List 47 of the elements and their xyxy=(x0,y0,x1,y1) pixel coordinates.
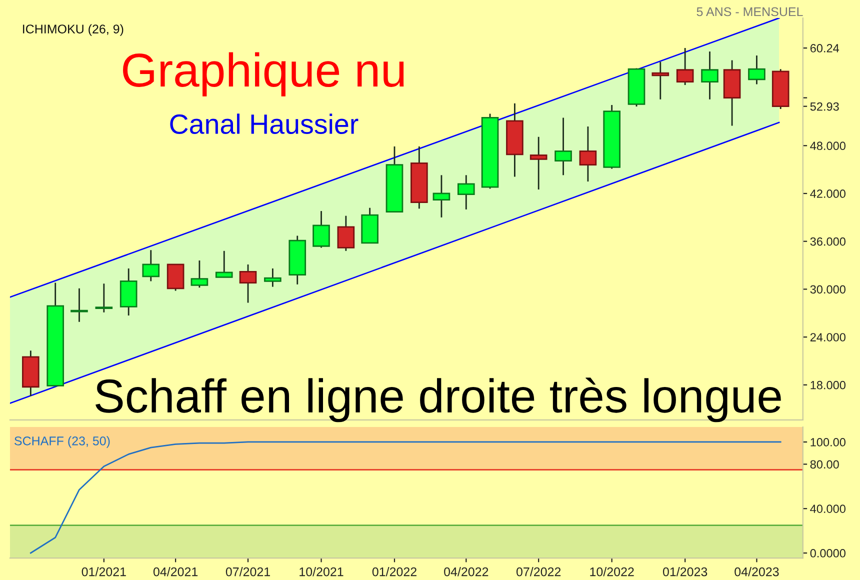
candlestick xyxy=(312,210,330,248)
candlestick xyxy=(337,215,355,252)
y-tick-label: 40.000 xyxy=(810,504,846,513)
candlestick xyxy=(554,117,572,176)
y-tick-label: 42.000 xyxy=(810,190,846,198)
y-tick-label: 36.000 xyxy=(810,237,846,246)
x-tick-label: 01/2023 xyxy=(662,567,708,576)
y-tick-label: 100.00 xyxy=(810,438,846,446)
annotation: Canal Haussier xyxy=(170,114,358,134)
candlestick xyxy=(264,268,282,288)
x-tick-label: 01/2022 xyxy=(372,567,416,576)
candlestick xyxy=(432,174,450,218)
x-tick-label: 07/2021 xyxy=(226,567,270,576)
annotation: Schaff en ligne droite très longue xyxy=(96,378,781,422)
x-tick-label: 01/2021 xyxy=(82,567,126,576)
text: SCHAFF (23, 50) xyxy=(14,436,110,448)
candlestick xyxy=(748,54,766,85)
chart-title: 5 ANS - MENSUEL xyxy=(696,7,803,16)
x-tick-label: 10/2021 xyxy=(300,567,344,576)
annotation: Graphique nu xyxy=(123,52,404,96)
candlestick xyxy=(239,264,257,304)
y-tick-label: 0.0000 xyxy=(810,549,846,558)
x-tick-label: 04/2023 xyxy=(734,567,779,576)
candlestick xyxy=(142,249,160,282)
y-tick-label: 52.93 xyxy=(810,102,839,111)
y-tick-label: 80.00 xyxy=(810,460,839,469)
x-tick-label: 10/2022 xyxy=(590,567,634,576)
candlestick xyxy=(95,282,113,314)
y-tick-label: 60.24 xyxy=(810,44,840,52)
candlestick xyxy=(676,47,694,86)
candlestick xyxy=(190,260,208,288)
y-tick-label: 18.000 xyxy=(810,380,846,390)
candlestick xyxy=(652,61,670,100)
candlestick xyxy=(166,264,184,292)
candlestick xyxy=(701,50,718,100)
y-tick-label: 24.000 xyxy=(810,333,846,342)
candlestick xyxy=(457,174,475,210)
x-tick-label: 07/2022 xyxy=(516,567,561,576)
y-tick-label: 30.000 xyxy=(810,285,846,294)
y-tick-label: 48.000 xyxy=(810,142,846,150)
annotation: ICHIMOKU (26, 9) xyxy=(23,24,124,36)
candlestick xyxy=(579,126,597,182)
candlestick xyxy=(70,288,88,323)
candlestick xyxy=(215,250,233,278)
candlestick xyxy=(530,136,548,190)
x-tick-label: 04/2022 xyxy=(444,567,488,576)
x-tick-label: 04/2021 xyxy=(153,567,198,576)
